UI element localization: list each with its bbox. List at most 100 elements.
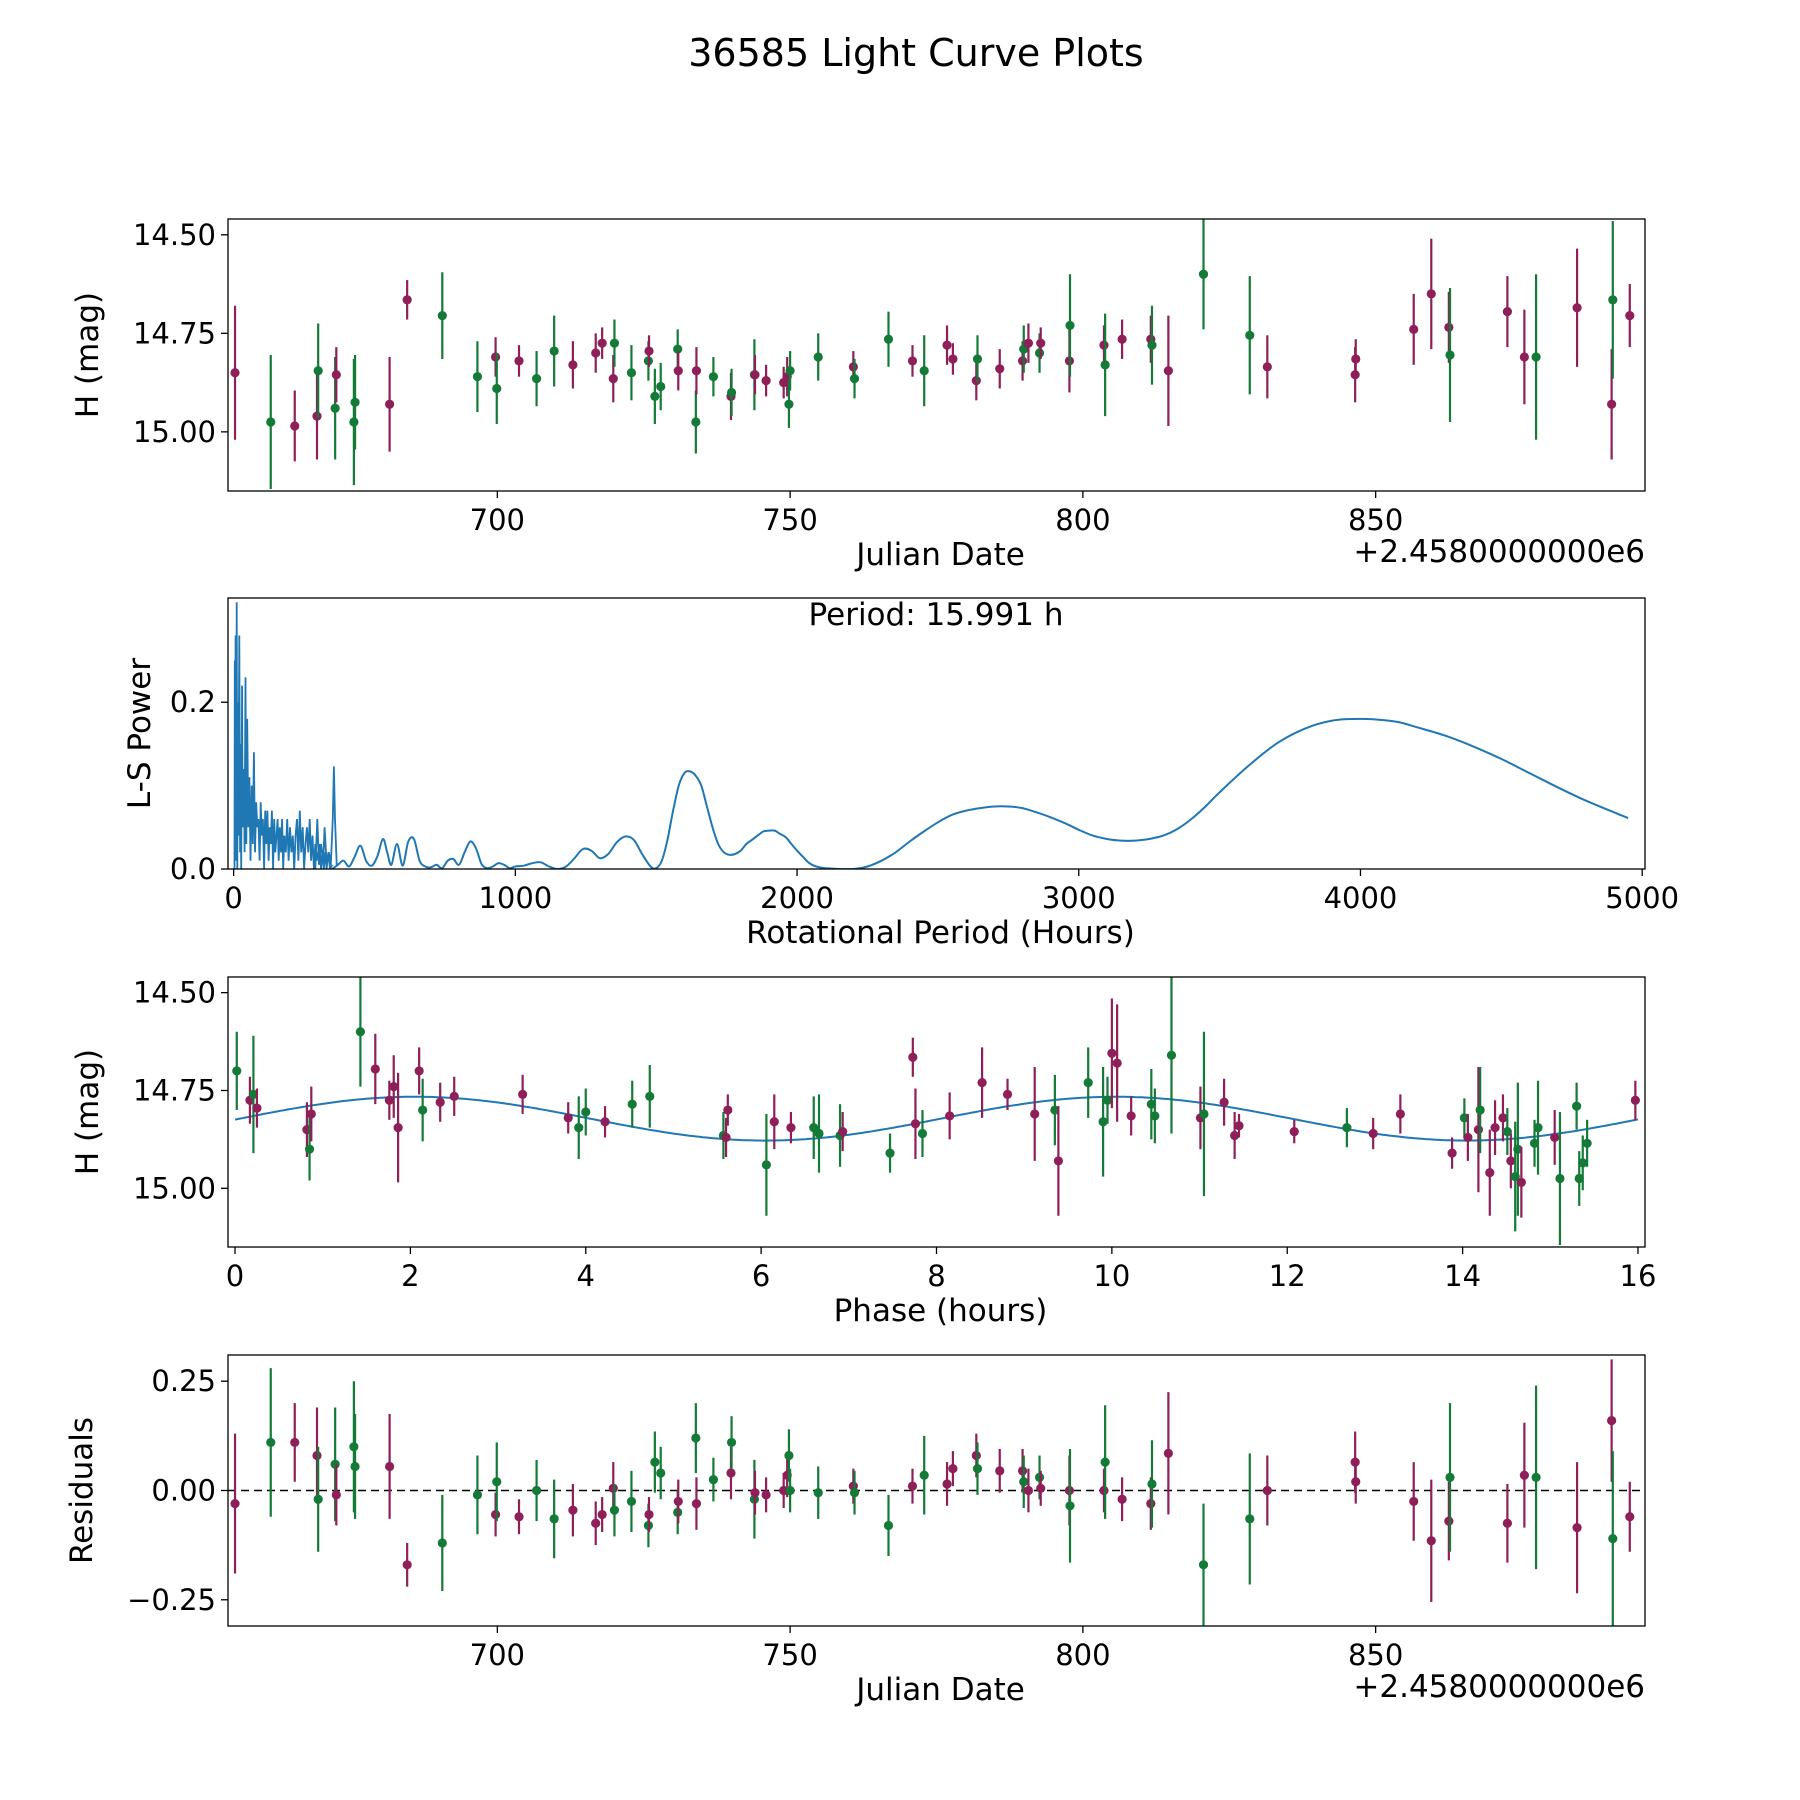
y-axis-label: L-S Power bbox=[122, 658, 158, 809]
x-tick-label: 800 bbox=[1055, 1638, 1110, 1672]
data-point bbox=[813, 1488, 823, 1498]
y-tick-label: −0.25 bbox=[127, 1583, 216, 1617]
data-point bbox=[490, 1509, 501, 1520]
data-point bbox=[1426, 289, 1436, 299]
period-annotation: Period: 15.991 h bbox=[809, 597, 1064, 633]
data-point bbox=[650, 1457, 660, 1467]
data-point bbox=[1529, 1138, 1540, 1148]
x-tick-label: 800 bbox=[1055, 503, 1110, 537]
data-point bbox=[972, 354, 983, 364]
data-point bbox=[919, 1470, 929, 1480]
data-point bbox=[1502, 1126, 1512, 1137]
axes-frame bbox=[227, 218, 1646, 492]
data-point bbox=[838, 1126, 848, 1137]
data-point bbox=[1230, 1130, 1240, 1141]
data-point bbox=[644, 346, 654, 356]
data-point bbox=[1289, 1126, 1299, 1137]
data-point bbox=[972, 1464, 983, 1474]
data-point bbox=[750, 1488, 760, 1498]
data-point bbox=[1444, 322, 1454, 333]
data-point bbox=[1459, 1113, 1469, 1123]
data-point bbox=[784, 399, 794, 409]
data-point bbox=[1502, 1518, 1512, 1528]
data-point bbox=[355, 1027, 366, 1037]
data-point bbox=[948, 1464, 958, 1474]
data-point bbox=[349, 417, 359, 427]
data-point bbox=[1395, 1109, 1405, 1119]
data-point bbox=[597, 338, 607, 348]
data-point bbox=[472, 1490, 483, 1500]
data-point bbox=[650, 391, 660, 401]
data-point bbox=[942, 1479, 952, 1489]
data-point bbox=[600, 1117, 610, 1127]
data-point bbox=[1555, 1173, 1565, 1184]
data-point bbox=[1198, 1560, 1209, 1570]
x-axis-label: Rotational Period (Hours) bbox=[746, 915, 1135, 951]
data-point bbox=[786, 1123, 796, 1133]
data-point bbox=[1445, 350, 1455, 360]
y-tick-label: 15.00 bbox=[133, 415, 216, 449]
data-point bbox=[691, 1499, 702, 1509]
data-point bbox=[1099, 1485, 1109, 1496]
data-point bbox=[750, 370, 760, 380]
data-point bbox=[1245, 330, 1255, 340]
panel-lc: 700 750 800 850 15.00 14.75 14.50 Julian Date H … bbox=[70, 218, 1646, 573]
data-point bbox=[785, 366, 795, 376]
x-tick-label: 16 bbox=[1620, 1259, 1657, 1293]
data-point bbox=[627, 1099, 637, 1109]
panel-phase: 0 2 4 6 8 10 12 14 16 15.00 14.75 14.50 Phase (hours… bbox=[70, 976, 1656, 1329]
data-point bbox=[1572, 1523, 1582, 1533]
x-tick-label: 4 bbox=[577, 1259, 595, 1293]
data-point bbox=[1531, 352, 1541, 362]
x-tick-label: 0 bbox=[226, 1259, 244, 1293]
data-point bbox=[691, 1433, 701, 1443]
data-point bbox=[1342, 1123, 1352, 1133]
data-point bbox=[563, 1113, 573, 1123]
data-point bbox=[1146, 1099, 1156, 1109]
x-tick-label: 3000 bbox=[1042, 881, 1116, 915]
data-point bbox=[591, 348, 601, 358]
data-point bbox=[1262, 1485, 1272, 1496]
x-tick-label: 8 bbox=[927, 1259, 945, 1293]
data-point bbox=[472, 372, 483, 382]
data-point bbox=[1198, 269, 1209, 279]
data-point bbox=[673, 1496, 683, 1507]
data-point bbox=[266, 417, 276, 427]
x-tick-label: 2 bbox=[401, 1259, 419, 1293]
data-point bbox=[1498, 1113, 1508, 1123]
data-point bbox=[248, 1089, 259, 1099]
data-point bbox=[883, 1520, 894, 1531]
resid-points bbox=[230, 1359, 1635, 1626]
data-point bbox=[1513, 1144, 1523, 1154]
data-point bbox=[313, 366, 323, 376]
data-point bbox=[568, 1505, 578, 1515]
y-axis-label: Residuals bbox=[64, 1417, 100, 1564]
data-point bbox=[402, 1560, 412, 1570]
data-point bbox=[1099, 340, 1109, 350]
data-point bbox=[230, 368, 240, 378]
x-tick-label: 6 bbox=[752, 1259, 770, 1293]
data-point bbox=[1163, 1448, 1173, 1458]
data-point bbox=[626, 1496, 637, 1507]
data-point bbox=[370, 1064, 380, 1074]
data-point bbox=[995, 364, 1005, 374]
data-point bbox=[531, 1485, 542, 1496]
data-point bbox=[708, 372, 719, 382]
data-point bbox=[673, 366, 683, 376]
data-point bbox=[907, 1481, 918, 1491]
data-point bbox=[1147, 340, 1157, 350]
data-point bbox=[1102, 1095, 1113, 1105]
data-point bbox=[1163, 366, 1173, 376]
data-point bbox=[384, 1095, 394, 1105]
data-point bbox=[1574, 1173, 1584, 1184]
data-point bbox=[1409, 1496, 1419, 1507]
data-point bbox=[1444, 1516, 1454, 1526]
data-point bbox=[350, 1461, 360, 1472]
data-point bbox=[813, 352, 823, 362]
data-point bbox=[312, 1450, 322, 1461]
data-point bbox=[1126, 1111, 1136, 1121]
data-point bbox=[331, 1490, 341, 1500]
y-tick-label: 14.50 bbox=[133, 218, 216, 252]
data-point bbox=[885, 1148, 895, 1158]
data-point bbox=[1219, 1097, 1229, 1107]
